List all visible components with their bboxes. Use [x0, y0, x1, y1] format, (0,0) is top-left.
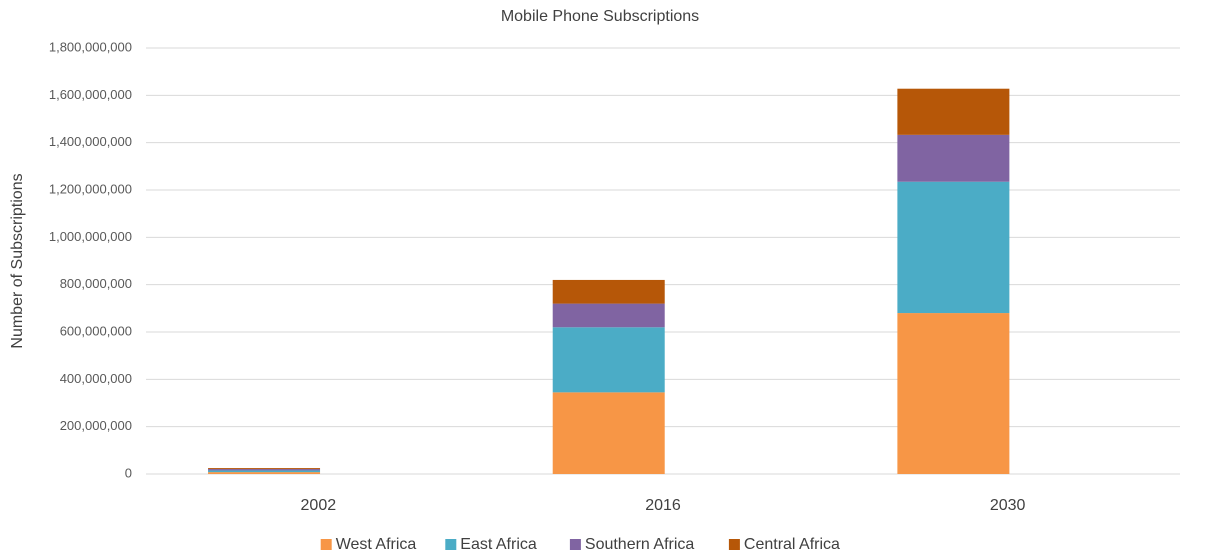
- y-tick-label: 1,400,000,000: [49, 134, 132, 149]
- bar-segment: [897, 134, 1010, 182]
- bar-segment: [897, 313, 1010, 474]
- x-tick-label: 2030: [990, 497, 1026, 514]
- y-tick-label: 800,000,000: [60, 276, 132, 291]
- bar-segment: [208, 469, 321, 471]
- legend-swatch: [728, 539, 740, 550]
- legend-swatch: [320, 539, 332, 550]
- bar-segment: [208, 470, 321, 473]
- bar-segment: [897, 88, 1010, 135]
- x-tick-label: 2002: [301, 497, 337, 514]
- chart-title: Mobile Phone Subscriptions: [501, 8, 699, 25]
- legend-label: West Africa: [336, 536, 417, 553]
- legend-swatch: [569, 539, 581, 550]
- legend-swatch: [445, 539, 457, 550]
- bar-segment: [552, 303, 665, 328]
- bar-segment: [897, 181, 1010, 314]
- y-tick-label: 1,800,000,000: [49, 39, 132, 54]
- bar-segment: [552, 279, 665, 304]
- x-tick-label: 2016: [645, 497, 681, 514]
- y-tick-label: 600,000,000: [60, 323, 132, 338]
- bar-segment: [552, 327, 665, 393]
- bar-segment: [552, 392, 665, 474]
- y-tick-label: 1,000,000,000: [49, 229, 132, 244]
- y-tick-label: 0: [125, 465, 132, 480]
- bar-segment: [208, 468, 321, 470]
- y-tick-label: 1,600,000,000: [49, 87, 132, 102]
- legend-label: East Africa: [460, 536, 537, 553]
- y-axis-label: Number of Subscriptions: [9, 173, 26, 348]
- y-tick-label: 1,200,000,000: [49, 181, 132, 196]
- bar-segment: [208, 472, 321, 474]
- y-tick-label: 200,000,000: [60, 418, 132, 433]
- legend-label: Central Africa: [744, 536, 840, 553]
- y-tick-label: 400,000,000: [60, 371, 132, 386]
- legend-label: Southern Africa: [585, 536, 695, 553]
